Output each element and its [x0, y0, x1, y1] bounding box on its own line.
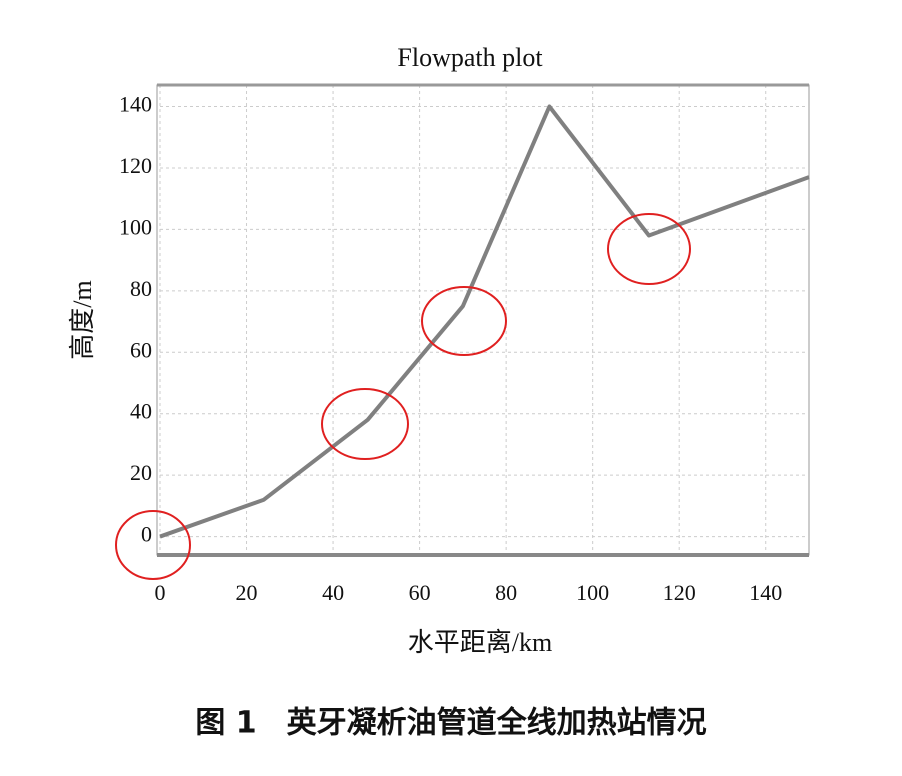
x-tick-label: 40	[322, 580, 344, 605]
y-tick-label: 20	[130, 460, 152, 485]
y-tick-label: 100	[119, 214, 152, 239]
chart-title: Flowpath plot	[397, 43, 543, 72]
y-tick-label: 0	[141, 522, 152, 547]
y-tick-label: 120	[119, 153, 152, 178]
y-axis-label: 高度/m	[68, 280, 97, 359]
data-line	[159, 104, 810, 539]
x-tick-label: 20	[236, 580, 258, 605]
x-tick-label: 80	[495, 580, 517, 605]
x-tick-label: 60	[409, 580, 431, 605]
y-tick-label: 80	[130, 276, 152, 301]
x-tick-label: 120	[663, 580, 696, 605]
y-tick-label: 140	[119, 92, 152, 117]
x-tick-label: 100	[576, 580, 609, 605]
figure-caption: 图 1 英牙凝析油管道全线加热站情况	[195, 706, 706, 741]
highlight-circle	[321, 388, 409, 460]
y-tick-label: 40	[130, 399, 152, 424]
x-axis-label: 水平距离/km	[408, 628, 552, 657]
x-tick-label: 0	[155, 580, 166, 605]
highlight-circle	[115, 510, 191, 580]
plot-area: 0 20 40 60 80 100 120 140 0 20 40 60 80 100 120 140	[119, 83, 810, 605]
y-tick-label: 60	[130, 337, 152, 362]
highlight-circle	[607, 213, 691, 285]
x-tick-label: 140	[749, 580, 782, 605]
plot-background	[156, 84, 810, 556]
highlight-circle	[421, 286, 507, 356]
